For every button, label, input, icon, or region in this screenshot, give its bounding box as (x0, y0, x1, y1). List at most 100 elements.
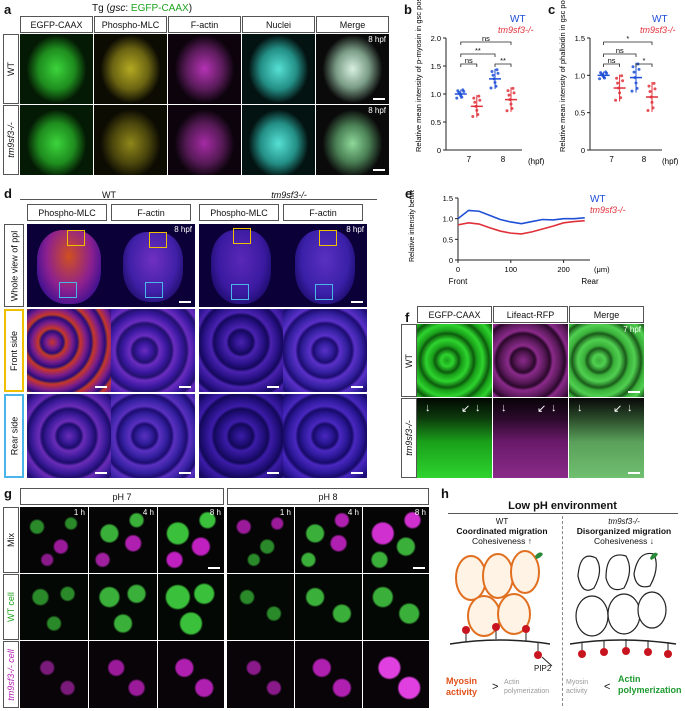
row-label-mut: tm9sf3-/- (401, 398, 417, 478)
x-tick-label: 8 (642, 155, 647, 164)
scale-bar (95, 472, 107, 474)
panel-b-letter: b (404, 2, 412, 17)
row-label-wt: WT (401, 324, 417, 397)
micrograph-d-wt-factin-whole: 8 hpf (111, 224, 195, 307)
chart-e: 0 0.5 1.0 1.5 0 100 200 (μm) Front Rear Relative i… (409, 190, 626, 286)
arrow-icon: ↓ (551, 402, 557, 414)
group-divider (20, 199, 377, 200)
micrograph-g-wt-ph7-8h (158, 574, 224, 640)
col-header-factin: F-actin (283, 204, 363, 221)
col-header-factin: F-actin (111, 204, 191, 221)
data-point (646, 109, 650, 113)
arrow-icon: ↓ (425, 402, 431, 414)
mut-sub: Cohesiveness ↓ (593, 536, 654, 546)
y-tick-label: 0 (581, 146, 585, 155)
data-point (631, 65, 635, 69)
time-label: 8 hpf (346, 225, 364, 234)
scale-bar (628, 472, 640, 474)
arrow-icon: ↓ (501, 402, 507, 414)
micrograph-d-wt-pmlc-whole (27, 224, 111, 307)
wt-sub: Cohesiveness ↑ (471, 536, 532, 546)
x-label-front: Front (449, 277, 468, 286)
micrograph-a-mut-pmlc (94, 105, 167, 175)
row-label-wt: WT (3, 34, 19, 104)
x-tick-label: 8 (501, 155, 506, 164)
scale-bar (413, 567, 425, 569)
data-point (491, 73, 495, 77)
y-tick-label: 0 (449, 256, 453, 265)
micrograph-d-wt-pmlc-rear (27, 394, 111, 478)
data-point (615, 76, 619, 80)
significance-bracket (603, 53, 637, 57)
title-prefix: Tg ( (92, 3, 110, 14)
micrograph-d-mut-pmlc-rear (199, 394, 283, 478)
scale-bar (373, 169, 385, 171)
pointer-arrow (541, 656, 553, 667)
group-label-mut: tm9sf3-/- (271, 190, 307, 200)
row-label-mix-text: Mix (6, 533, 16, 547)
data-point (478, 98, 482, 102)
col-header-egfp: EGFP-CAAX (20, 16, 93, 33)
pip2-markers (462, 623, 542, 659)
y-tick-label: 1.5 (443, 194, 453, 203)
micrograph-g-mut-ph8-1h (227, 641, 294, 708)
arrow-icon: ↙ (461, 403, 471, 415)
significance-label: ns (465, 56, 473, 65)
time-label: 7 hpf (623, 325, 641, 334)
micrograph-a-mut-merge: 8 hpf (316, 105, 389, 175)
wt-myosin-label: Myosin activity (446, 676, 478, 697)
group-label-wt: WT (102, 190, 116, 200)
title-suffix: ) (188, 3, 193, 14)
group-header-ph8: pH 8 (227, 488, 429, 505)
significance-bracket (603, 63, 620, 67)
data-point (495, 68, 499, 72)
data-point (477, 94, 481, 98)
data-point (632, 70, 636, 74)
y-tick-label: 0.5 (575, 109, 585, 118)
data-point (621, 79, 625, 83)
data-point (472, 96, 476, 100)
row-label-mut-cell-text: tm9sf3-/- cell (6, 648, 17, 701)
title-sep: : (125, 3, 131, 14)
data-point (462, 90, 466, 94)
significance-label: * (626, 34, 629, 43)
row-label-rear-text: Rear side (9, 416, 19, 456)
row-label-wt-text: WT (404, 353, 414, 368)
x-tick-label: 7 (609, 155, 614, 164)
col-header-nuclei: Nuclei (242, 16, 315, 33)
legend-mut: tm9sf3-/- (498, 25, 534, 35)
row-label-front-text: Front side (9, 330, 19, 371)
x-label-rear: Rear (581, 277, 599, 286)
micrograph-d-mut-factin-rear (283, 394, 367, 478)
data-point (489, 86, 493, 90)
significance-bracket (460, 53, 496, 57)
micrograph-g-wt-ph7-1h (20, 574, 88, 640)
schematic-title: Low pH environment (508, 500, 617, 512)
row-label-wt-text: WT (6, 62, 16, 76)
panel-e-letter: e (405, 186, 413, 201)
row-label-mix: Mix (3, 507, 19, 573)
micrograph-d-mut-pmlc-front (199, 309, 283, 392)
micrograph-d-wt-factin-front (111, 309, 195, 392)
col-header-lifeact: Lifeact-RFP (493, 306, 568, 323)
micrograph-d-wt-factin-rear (111, 394, 195, 478)
scale-bar (351, 301, 363, 303)
scale-bar (351, 472, 363, 474)
time-label: 1 h (279, 508, 291, 517)
data-point (511, 86, 515, 90)
data-point (496, 71, 500, 75)
row-label-rear: Rear side (4, 394, 24, 478)
time-label: 4 h (347, 508, 359, 517)
data-point (507, 93, 511, 97)
y-tick-label: 0.5 (431, 118, 441, 127)
title-gene: gsc (109, 3, 126, 14)
mut-comparator: < (604, 681, 611, 693)
data-point (648, 90, 652, 94)
panel-c-letter: c (548, 2, 556, 17)
data-point (647, 84, 651, 88)
significance-bracket (460, 63, 478, 67)
micrograph-f-wt-lifeact (493, 324, 568, 397)
micrograph-f-mut-merge: ↓ ↙ ↓ (569, 398, 644, 478)
data-point (506, 89, 510, 93)
